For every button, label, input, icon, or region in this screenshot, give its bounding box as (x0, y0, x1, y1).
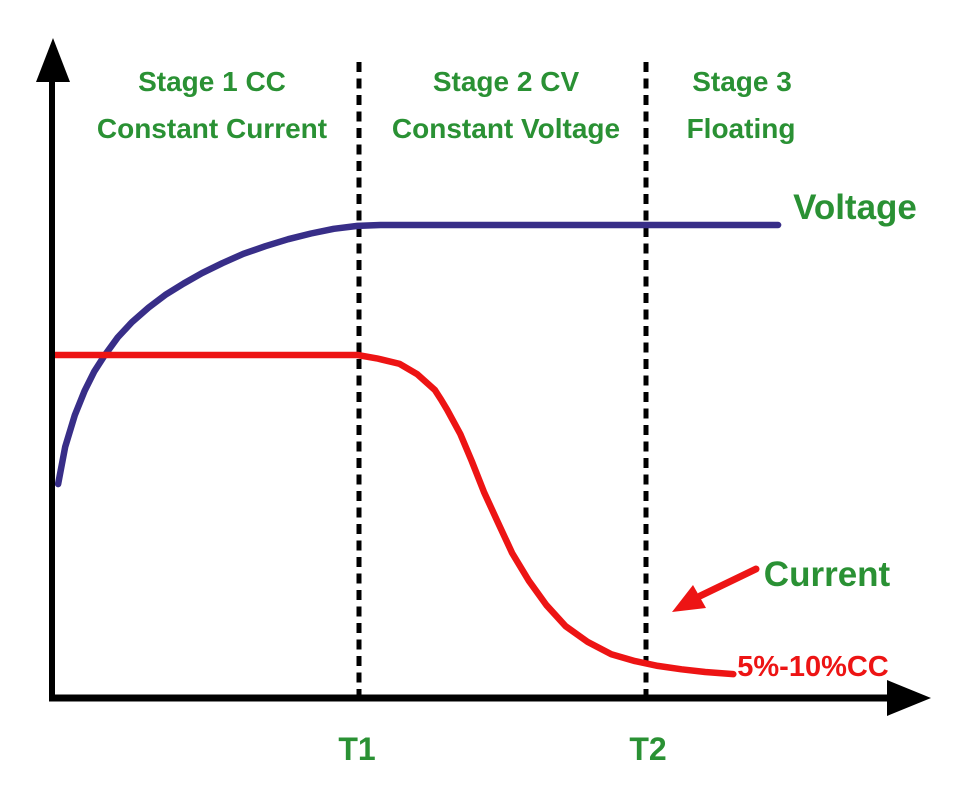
current-pointer-arrow-line (696, 565, 760, 600)
current-pointer-arrowhead (672, 585, 706, 612)
stage-2-subtitle: Constant Voltage (392, 113, 620, 144)
voltage-curve (54, 221, 782, 488)
stage-1-title: Stage 1 CC (138, 66, 286, 97)
stage-1-subtitle: Constant Current (97, 113, 327, 144)
voltage-label: Voltage (793, 188, 917, 227)
current-tail-label: 5%-10%CC (737, 651, 889, 683)
x-axis-arrowhead (887, 680, 931, 716)
y-axis-arrowhead (36, 38, 70, 82)
current-curve (51, 351, 737, 678)
current-label: Current (764, 555, 891, 594)
stage-2-title: Stage 2 CV (433, 66, 580, 97)
t1-label: T1 (338, 731, 375, 767)
t2-label: T2 (629, 731, 666, 767)
stage-3-title: Stage 3 (692, 66, 792, 97)
stage-3-subtitle: Floating (687, 113, 796, 144)
